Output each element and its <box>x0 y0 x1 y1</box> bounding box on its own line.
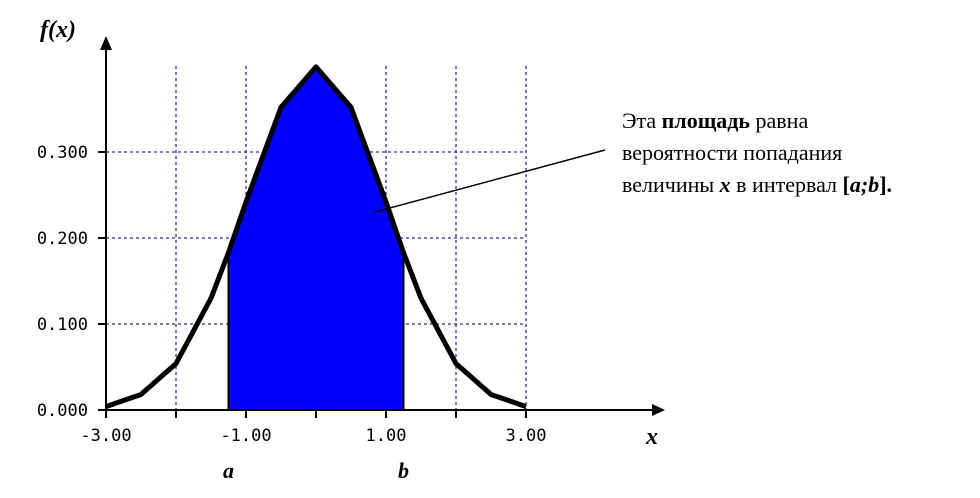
tick-labels: -3.00 -1.00 1.00 3.00 0.000 0.100 0.200 0.300 <box>37 143 547 446</box>
annotation-pointer-line <box>374 149 606 213</box>
y-tick-label: 0.200 <box>37 229 88 249</box>
annotation-text: Эта площадь равна вероятности попадания … <box>622 105 892 201</box>
annotation-text-part: вероятности попадания <box>622 140 843 165</box>
annotation-bracket: ]. <box>879 172 893 197</box>
x-tick-label: 1.00 <box>366 426 407 446</box>
y-tick-label: 0.300 <box>37 143 88 163</box>
interval-label-a: a <box>223 458 234 483</box>
y-tick-label: 0.100 <box>37 315 88 335</box>
annotation-text-part: равна <box>750 108 809 133</box>
x-axis-title: x <box>645 424 658 450</box>
x-tick-label: -1.00 <box>220 426 271 446</box>
shaded-probability-area <box>228 66 404 411</box>
axes <box>98 36 665 418</box>
density-curve <box>105 64 527 409</box>
annotation-variable: x <box>719 172 731 197</box>
y-tick-label: 0.000 <box>37 401 88 421</box>
x-axis-arrow-icon <box>652 404 665 416</box>
interval-label-b: b <box>398 458 409 483</box>
annotation-interval: a;b <box>849 172 880 197</box>
y-axis-title: f(x) <box>40 17 76 43</box>
y-axis-arrow-icon <box>100 36 112 50</box>
annotation-line-1: Эта площадь равна <box>622 105 892 137</box>
annotation-text-part: в интервал <box>730 172 843 197</box>
x-tick-label: 3.00 <box>506 426 547 446</box>
annotation-bold-word: площадь <box>661 108 751 133</box>
x-tick-label: -3.00 <box>80 426 131 446</box>
annotation-line-2: вероятности попадания <box>622 137 892 169</box>
annotation-text-part: величины <box>622 172 720 197</box>
annotation-bracket: [ <box>842 172 850 197</box>
annotation-line-3: величины x в интервал [a;b]. <box>622 169 892 201</box>
annotation-text-part: Эта <box>622 108 662 133</box>
